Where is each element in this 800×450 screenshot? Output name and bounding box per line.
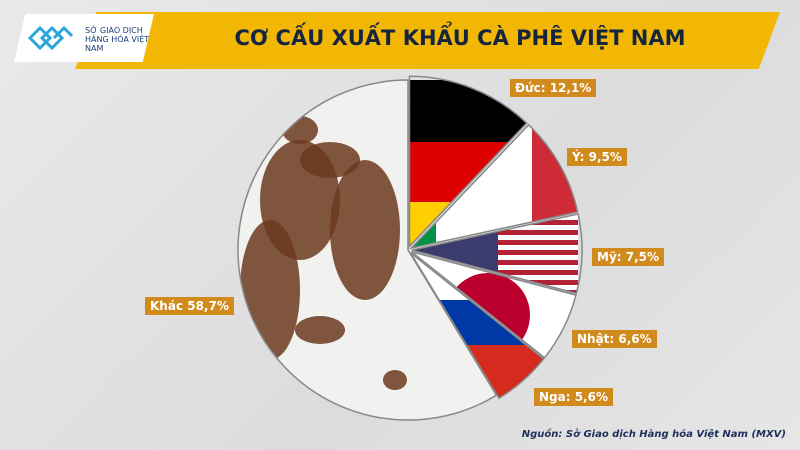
logo <box>14 14 154 62</box>
slice-outline <box>409 123 579 250</box>
label-nhat: Nhật: 6,6% <box>572 330 657 348</box>
page-title: CƠ CẤU XUẤT KHẨU CÀ PHÊ VIỆT NAM <box>234 26 686 50</box>
source-note: Nguồn: Sở Giao dịch Hàng hóa Việt Nam (M… <box>521 429 786 440</box>
label-khac: Khác 58,7% <box>145 297 234 315</box>
title-band <box>75 12 780 69</box>
slice-outline <box>237 79 498 421</box>
label-y: Ý: 9,5% <box>567 148 627 166</box>
slice-outline <box>411 251 577 359</box>
label-my: Mỹ: 7,5% <box>592 248 665 266</box>
slice-outline <box>410 252 545 400</box>
logo-mark-icon <box>27 25 74 51</box>
label-duc: Đức: 12,1% <box>510 79 597 97</box>
slice-outline <box>408 75 528 249</box>
slice-outline <box>411 213 583 295</box>
label-nga: Nga: 5,6% <box>534 388 613 406</box>
logo-text: SỞ GIAO DỊCH HÀNG HÓA VIỆT NAM <box>85 26 150 53</box>
